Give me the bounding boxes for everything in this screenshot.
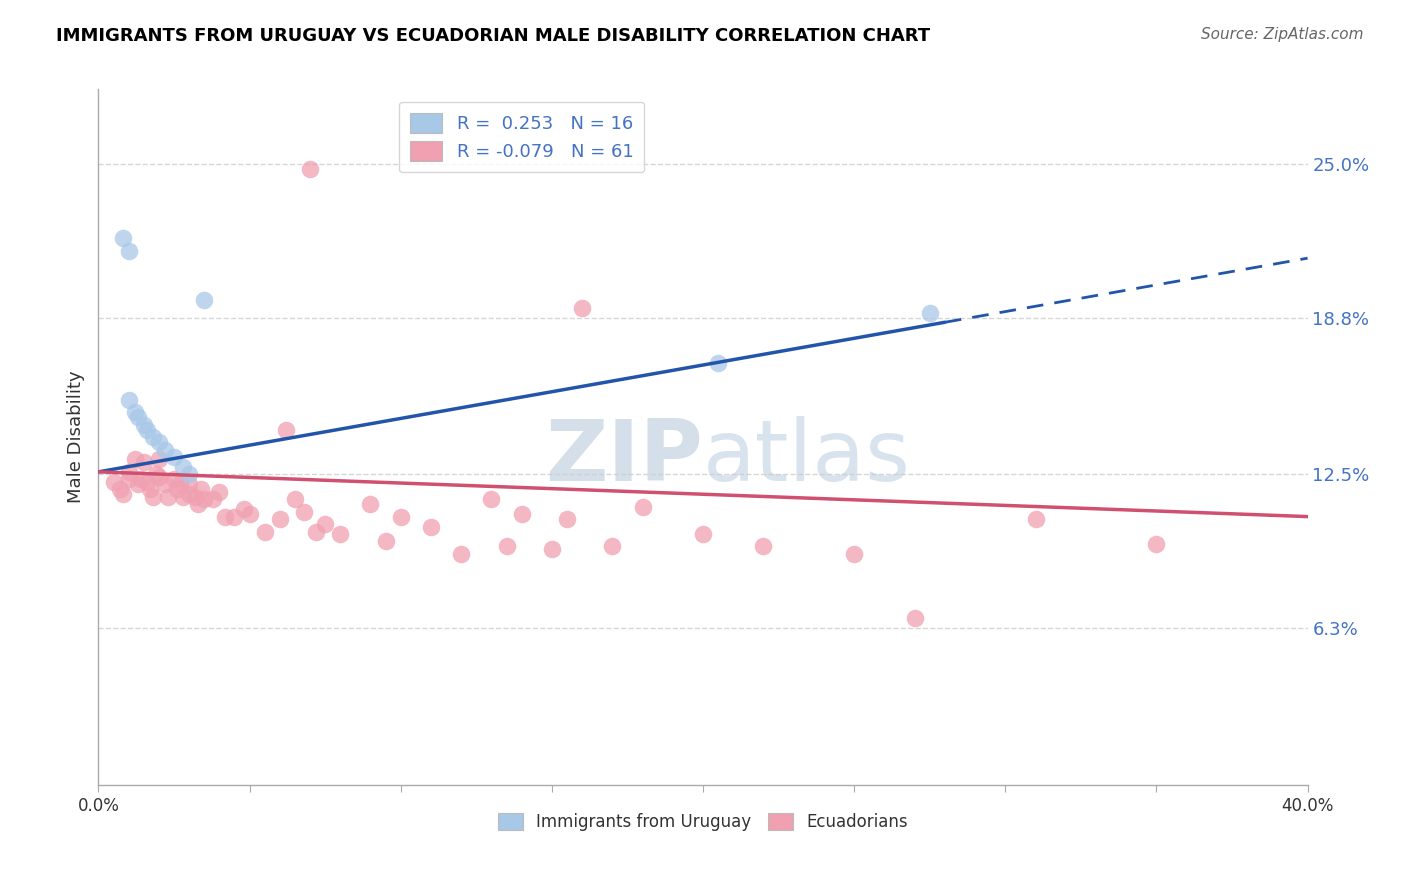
Point <box>510 507 533 521</box>
Point <box>707 355 730 369</box>
Text: IMMIGRANTS FROM URUGUAY VS ECUADORIAN MALE DISABILITY CORRELATION CHART: IMMIGRANTS FROM URUGUAY VS ECUADORIAN MA… <box>56 27 931 45</box>
Point <box>142 490 165 504</box>
Point <box>124 405 146 419</box>
Point <box>284 492 307 507</box>
Point <box>179 477 201 491</box>
Point <box>156 490 179 504</box>
Text: Source: ZipAtlas.com: Source: ZipAtlas.com <box>1201 27 1364 42</box>
Point <box>132 417 155 432</box>
Point <box>166 482 188 496</box>
Point <box>253 524 276 539</box>
Point <box>148 452 170 467</box>
Point <box>148 435 170 450</box>
Point <box>904 611 927 625</box>
Y-axis label: Male Disability: Male Disability <box>66 371 84 503</box>
Point <box>208 484 231 499</box>
Point <box>602 540 624 554</box>
Point <box>571 301 593 315</box>
Point <box>495 540 517 554</box>
Point <box>329 527 352 541</box>
Point <box>103 475 125 489</box>
Point <box>224 509 246 524</box>
Point <box>127 410 149 425</box>
Point <box>360 497 382 511</box>
Point <box>148 470 170 484</box>
Point <box>163 472 186 486</box>
Point <box>631 500 654 514</box>
Point <box>193 293 215 308</box>
Point <box>389 509 412 524</box>
Point <box>118 244 141 258</box>
Point <box>374 534 396 549</box>
Text: atlas: atlas <box>703 417 911 500</box>
Point <box>844 547 866 561</box>
Point <box>202 492 225 507</box>
Point <box>153 477 176 491</box>
Point <box>540 541 562 556</box>
Point <box>555 512 578 526</box>
Point <box>274 423 297 437</box>
Legend: Immigrants from Uruguay, Ecuadorians: Immigrants from Uruguay, Ecuadorians <box>489 805 917 839</box>
Point <box>118 472 141 486</box>
Point <box>129 472 152 486</box>
Point <box>124 452 146 467</box>
Point <box>127 477 149 491</box>
Point <box>193 492 215 507</box>
Point <box>269 512 291 526</box>
Point <box>1024 512 1046 526</box>
Point <box>153 442 176 457</box>
Point <box>172 459 194 474</box>
Point <box>481 492 503 507</box>
Point <box>118 392 141 407</box>
Point <box>420 519 443 533</box>
Point <box>305 524 328 539</box>
Point <box>314 516 336 531</box>
Text: ZIP: ZIP <box>546 417 703 500</box>
Point <box>918 306 941 320</box>
Point <box>239 507 262 521</box>
Point <box>132 455 155 469</box>
Point <box>179 487 201 501</box>
Point <box>111 487 134 501</box>
Point <box>1144 537 1167 551</box>
Point <box>111 231 134 245</box>
Point <box>299 161 322 176</box>
Point <box>135 423 157 437</box>
Point <box>139 482 162 496</box>
Point <box>163 450 186 464</box>
Point <box>187 497 209 511</box>
Point <box>292 505 315 519</box>
Point <box>108 482 131 496</box>
Point <box>190 482 212 496</box>
Point <box>232 502 254 516</box>
Point <box>450 547 472 561</box>
Point <box>118 465 141 479</box>
Point <box>135 475 157 489</box>
Point <box>169 477 191 491</box>
Point <box>752 540 775 554</box>
Point <box>142 430 165 444</box>
Point <box>184 490 207 504</box>
Point <box>214 509 236 524</box>
Point <box>692 527 714 541</box>
Point <box>179 467 201 482</box>
Point <box>145 467 167 482</box>
Point <box>172 490 194 504</box>
